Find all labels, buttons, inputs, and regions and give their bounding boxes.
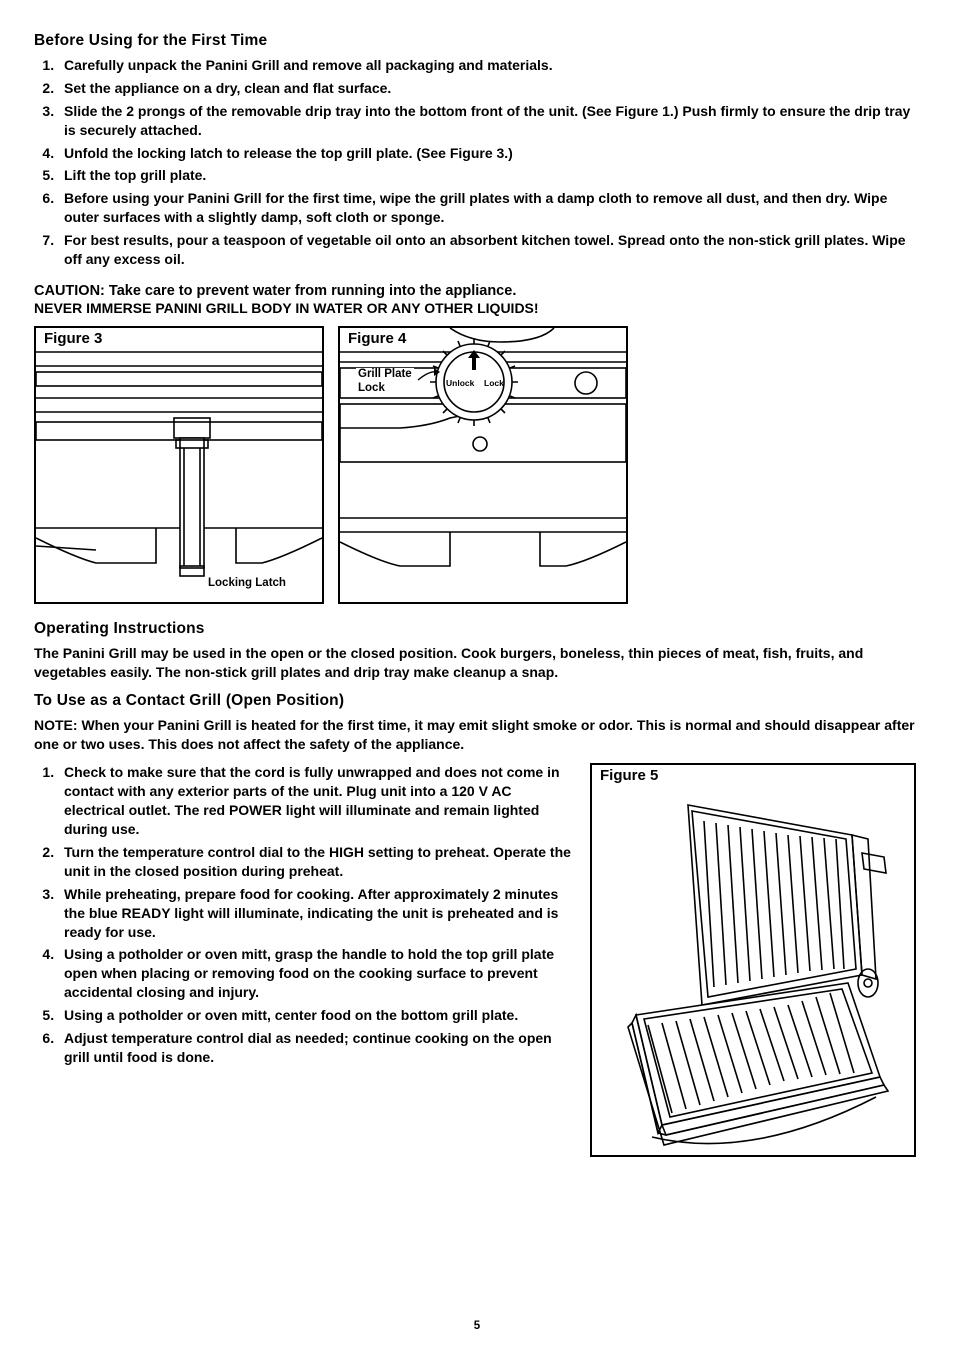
- note-body: When your Panini Grill is heated for the…: [34, 717, 915, 752]
- caution-line-1: CAUTION: Take care to prevent water from…: [34, 283, 920, 299]
- operating-body: The Panini Grill may be used in the open…: [34, 644, 920, 682]
- caution-rest: Take care to prevent water from running …: [105, 283, 516, 299]
- list-item: Before using your Panini Grill for the f…: [58, 189, 920, 227]
- list-before-using: Carefully unpack the Panini Grill and re…: [34, 56, 920, 269]
- caution-block: CAUTION: Take care to prevent water from…: [34, 283, 920, 316]
- figure-3-svg: [36, 328, 322, 602]
- note-lead: NOTE:: [34, 717, 78, 733]
- list-item: Lift the top grill plate.: [58, 166, 920, 185]
- two-column-row: Check to make sure that the cord is full…: [34, 763, 920, 1157]
- figure-3-title: Figure 3: [42, 330, 104, 347]
- figures-row: Figure 3 Locking Latch: [34, 326, 920, 604]
- knob-unlock-label: Unlock: [446, 378, 475, 388]
- figure-3: Figure 3 Locking Latch: [34, 326, 324, 604]
- figure-5-title: Figure 5: [598, 767, 660, 784]
- list-item: Turn the temperature control dial to the…: [58, 843, 574, 881]
- list-item: Carefully unpack the Panini Grill and re…: [58, 56, 920, 75]
- heading-contact-grill: To Use as a Contact Grill (Open Position…: [34, 692, 920, 710]
- list-contact-grill: Check to make sure that the cord is full…: [34, 763, 574, 1070]
- list-item: Using a potholder or oven mitt, grasp th…: [58, 945, 574, 1002]
- figure-3-caption: Locking Latch: [206, 577, 288, 589]
- note-paragraph: NOTE: When your Panini Grill is heated f…: [34, 716, 920, 754]
- list-item: For best results, pour a teaspoon of veg…: [58, 231, 920, 269]
- list-item: Unfold the locking latch to release the …: [58, 144, 920, 163]
- list-item: Slide the 2 prongs of the removable drip…: [58, 102, 920, 140]
- figure-5-svg: [592, 765, 914, 1155]
- list-item: Adjust temperature control dial as neede…: [58, 1029, 574, 1067]
- figure-4-caption-2: Lock: [356, 382, 387, 394]
- manual-page: Before Using for the First Time Carefull…: [0, 0, 954, 1354]
- heading-before-using: Before Using for the First Time: [34, 32, 920, 50]
- figure-4-caption-1: Grill Plate: [356, 368, 414, 380]
- caution-lead: CAUTION:: [34, 283, 105, 299]
- figure-5: Figure 5: [590, 763, 916, 1157]
- figure-4: Figure 4 Grill Plate Lock: [338, 326, 628, 604]
- list-item: Check to make sure that the cord is full…: [58, 763, 574, 839]
- knob-lock-label: Lock: [484, 378, 504, 388]
- list-item: Using a potholder or oven mitt, center f…: [58, 1006, 574, 1025]
- caution-line-2: NEVER IMMERSE PANINI GRILL BODY IN WATER…: [34, 300, 920, 316]
- page-number: 5: [0, 1320, 954, 1332]
- heading-operating-instructions: Operating Instructions: [34, 620, 920, 638]
- list-item: While preheating, prepare food for cooki…: [58, 885, 574, 942]
- list-item: Set the appliance on a dry, clean and fl…: [58, 79, 920, 98]
- figure-4-title: Figure 4: [346, 330, 408, 347]
